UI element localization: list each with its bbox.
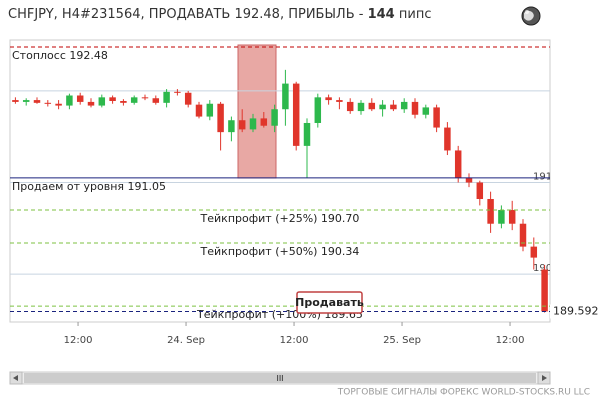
sell-button[interactable]: Продавать <box>295 291 364 314</box>
scroll-grip: III <box>276 374 283 383</box>
level-label: Стоплосс 192.48 <box>12 49 108 62</box>
candle-body <box>303 122 311 146</box>
candle-body <box>228 120 235 133</box>
x-tick-label: 25. Sep <box>383 335 421 346</box>
globe-icon[interactable] <box>521 6 541 26</box>
candle-body <box>282 83 289 110</box>
title-bold: 144 <box>368 7 395 22</box>
candle-body <box>400 101 408 110</box>
candle-body <box>530 246 538 258</box>
candle-body <box>314 97 322 123</box>
candle-body <box>336 100 343 102</box>
level-label: Тейкпрофит (+25%) 190.70 <box>200 212 360 225</box>
candle-body <box>195 104 203 117</box>
candle-body <box>260 118 268 126</box>
x-tick-label: 24. Sep <box>167 335 205 346</box>
candle-body <box>422 107 430 115</box>
candle-body <box>508 209 516 224</box>
candle-body <box>487 198 494 224</box>
candle-body <box>292 83 300 146</box>
candle-body <box>379 104 386 110</box>
level-label: Тейкпрофит (+50%) 190.34 <box>200 245 360 258</box>
candle-body <box>109 97 116 101</box>
title-suffix: пипс <box>395 7 432 22</box>
candle-body <box>120 100 127 103</box>
chart-title: CHFJPY, H4#231564, ПРОДАВАТЬ 192.48, ПРИ… <box>8 7 431 22</box>
candle-body <box>217 103 224 133</box>
candle-body <box>433 107 440 128</box>
candle-body <box>444 127 451 151</box>
candle-body <box>357 102 365 112</box>
current-price-box <box>550 304 594 319</box>
candle-body <box>22 100 30 102</box>
candle-body <box>541 269 548 312</box>
candle-body <box>206 103 214 117</box>
scrollbar[interactable]: III <box>9 371 551 385</box>
candle-body <box>174 91 181 93</box>
x-tick-label: 12:00 <box>280 335 309 346</box>
candle-body <box>346 101 354 112</box>
candle-body <box>411 101 419 115</box>
candle-body <box>184 92 192 105</box>
candle-body <box>12 100 19 102</box>
candle-body <box>130 97 138 103</box>
plot-area <box>9 39 551 323</box>
level-label: Продаем от уровня 191.05 <box>12 180 166 193</box>
candle-body <box>238 120 246 130</box>
candle-body <box>271 109 278 126</box>
candle-body <box>141 97 149 99</box>
candle-body <box>55 103 62 106</box>
title-prefix: CHFJPY, H4#231564, ПРОДАВАТЬ 192.48, ПРИ… <box>8 7 368 22</box>
candle-body <box>66 95 73 106</box>
candle-body <box>33 100 41 103</box>
footer: ТОРГОВЫЕ СИГНАЛЫ ФОРЕКС WORLD-STOCKS.RU … <box>337 388 590 398</box>
candle-body <box>498 209 505 224</box>
candle-body <box>163 91 170 103</box>
candle-body <box>152 98 160 103</box>
candle-body <box>44 102 52 104</box>
y-tick-label: 190 <box>533 263 552 274</box>
overlay: Стоплосс 192.48 Продаем от уровня 191.05 Т… <box>10 46 599 321</box>
candle-body <box>476 182 484 199</box>
signal-zone <box>237 44 277 179</box>
candle-body <box>465 177 473 183</box>
candle-body <box>325 97 332 101</box>
candle-body <box>87 101 95 106</box>
x-tick-label: 12:00 <box>496 335 525 346</box>
candle-body <box>249 118 257 130</box>
current-price-label: 189.592 <box>553 304 599 317</box>
sell-button-label[interactable]: Продавать <box>295 296 364 309</box>
candle-body <box>368 102 376 110</box>
x-tick-label: 12:00 <box>64 335 93 346</box>
candle-body <box>390 104 397 110</box>
candle-body <box>76 95 84 102</box>
candle-body <box>519 223 527 247</box>
candle-body <box>454 150 462 178</box>
plot: 190 191 <box>10 69 552 313</box>
candle-body <box>98 97 106 106</box>
y-tick-label: 191 <box>533 172 552 183</box>
sell-button-box <box>296 291 363 314</box>
